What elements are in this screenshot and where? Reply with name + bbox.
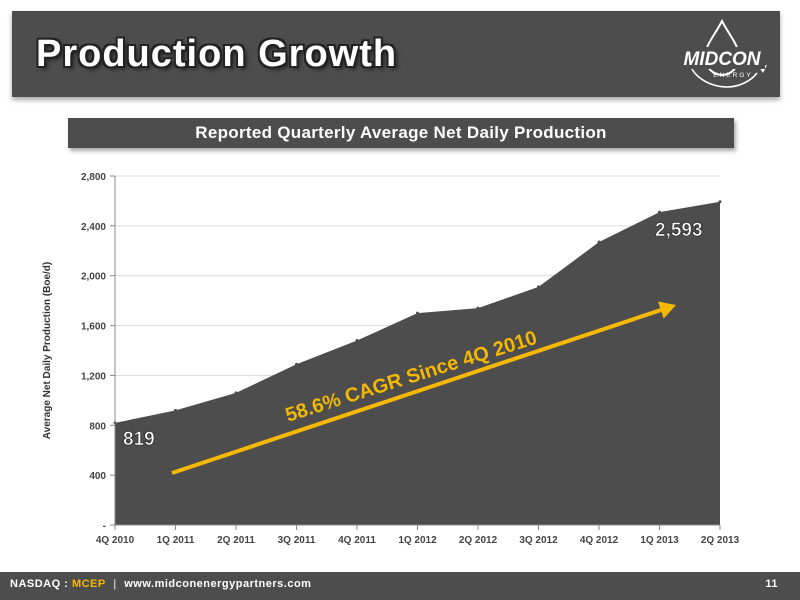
logo-text-mid: MID <box>683 49 718 70</box>
area-series <box>115 201 720 525</box>
x-tick-label: 2Q 2011 <box>217 535 255 546</box>
data-point <box>476 306 480 310</box>
footer-ticker: MCEP <box>71 578 106 590</box>
x-tick-label: 3Q 2012 <box>519 535 558 546</box>
data-point <box>537 285 540 289</box>
y-tick-label: - <box>103 521 106 532</box>
x-tick-label: 4Q 2010 <box>96 535 135 546</box>
logo-text-con: CON <box>718 49 762 70</box>
cagr-arrow-shaft <box>171 308 662 475</box>
y-axis-title: Average Net Daily Production (Boe/d) <box>42 262 53 439</box>
end-value-label: 2,593 <box>655 220 703 241</box>
footer-website-link[interactable]: www.midconenergypartners.com <box>124 578 312 590</box>
y-tick-label: 2,000 <box>81 272 106 283</box>
data-point <box>295 362 298 366</box>
production-area-chart: - 400 800 1,200 1,600 2,000 2,400 2,800 4Q 2010 1… <box>42 172 740 546</box>
data-point <box>416 311 419 315</box>
y-tick-label: 400 <box>89 471 106 482</box>
x-tick-label: 3Q 2011 <box>278 535 316 546</box>
page-title: Production Growth <box>36 33 398 75</box>
header-banner: Production Growth MIDCON ENERGY <box>12 11 780 97</box>
footer-separator: | <box>113 578 117 590</box>
page-number: 11 <box>765 578 778 590</box>
x-tick-label: 1Q 2012 <box>398 535 437 546</box>
data-point <box>174 408 177 412</box>
x-tick-label: 4Q 2011 <box>338 535 376 546</box>
chart-title: Reported Quarterly Average Net Daily Pro… <box>195 123 607 142</box>
data-point <box>718 200 722 204</box>
footer-bar: NASDAQ : MCEP | www.midconenergypartners… <box>0 572 800 600</box>
y-tick-label: 800 <box>89 421 106 432</box>
svg-text:MIDCON: MIDCON <box>683 49 761 70</box>
footer-info: NASDAQ : MCEP | www.midconenergypartners… <box>10 578 311 590</box>
x-tick-label: 2Q 2013 <box>701 535 740 546</box>
data-point <box>234 391 238 395</box>
data-point <box>658 210 661 214</box>
y-tick-label: 1,600 <box>81 322 106 333</box>
cagr-arrow-head-icon <box>657 301 676 319</box>
x-tick-label: 1Q 2011 <box>157 535 195 546</box>
y-tick-label: 1,200 <box>81 371 106 382</box>
logo-text-energy: ENERGY <box>713 72 752 79</box>
footer-exchange: NASDAQ : <box>10 578 69 590</box>
x-tick-label: 1Q 2013 <box>640 535 679 546</box>
y-tick-label: 2,400 <box>81 222 106 233</box>
y-tick-label: 2,800 <box>81 172 106 183</box>
data-point <box>355 339 359 343</box>
start-value-label: 819 <box>123 429 155 450</box>
midcon-logo-icon: MIDCON ENERGY <box>679 18 767 88</box>
x-tick-label: 2Q 2012 <box>459 535 498 546</box>
chart-title-bar: Reported Quarterly Average Net Daily Pro… <box>68 118 734 148</box>
x-tick-label: 4Q 2012 <box>580 535 619 546</box>
data-point <box>597 240 601 244</box>
